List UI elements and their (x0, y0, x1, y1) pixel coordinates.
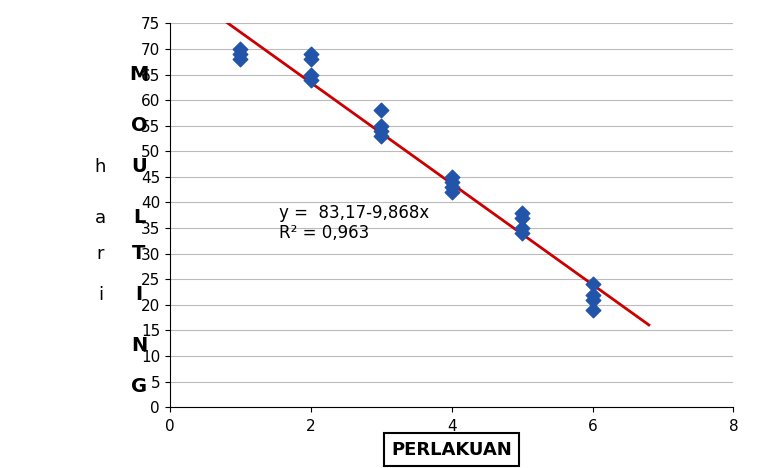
Point (516, 229, 528, 237)
Point (375, 127, 388, 135)
Point (445, 189, 458, 196)
Text: y =  83,17-9,868x
R² = 0,963: y = 83,17-9,868x R² = 0,963 (279, 204, 429, 242)
Point (445, 173, 458, 181)
Point (375, 122, 388, 130)
Text: G: G (131, 377, 147, 396)
Point (587, 296, 599, 303)
Text: i: i (98, 285, 103, 304)
Point (304, 71, 317, 78)
Point (516, 224, 528, 232)
Text: U: U (131, 157, 147, 176)
Point (587, 306, 599, 314)
Point (304, 76, 317, 83)
Point (516, 209, 528, 217)
Text: h: h (95, 158, 106, 176)
Point (234, 45, 246, 53)
Point (445, 178, 458, 186)
Text: M: M (129, 65, 149, 84)
Text: T: T (132, 244, 146, 263)
Point (375, 132, 388, 140)
Point (587, 291, 599, 298)
Text: r: r (96, 245, 104, 263)
Text: N: N (130, 336, 147, 355)
Text: I: I (135, 285, 143, 304)
Text: L: L (133, 208, 145, 227)
Point (304, 51, 317, 58)
Text: PERLAKUAN: PERLAKUAN (391, 441, 512, 459)
Point (516, 214, 528, 221)
Point (234, 51, 246, 58)
Point (445, 183, 458, 191)
Point (304, 56, 317, 63)
Point (375, 107, 388, 114)
Text: O: O (130, 116, 147, 135)
Point (587, 281, 599, 288)
Point (234, 56, 246, 63)
Text: a: a (95, 209, 106, 227)
